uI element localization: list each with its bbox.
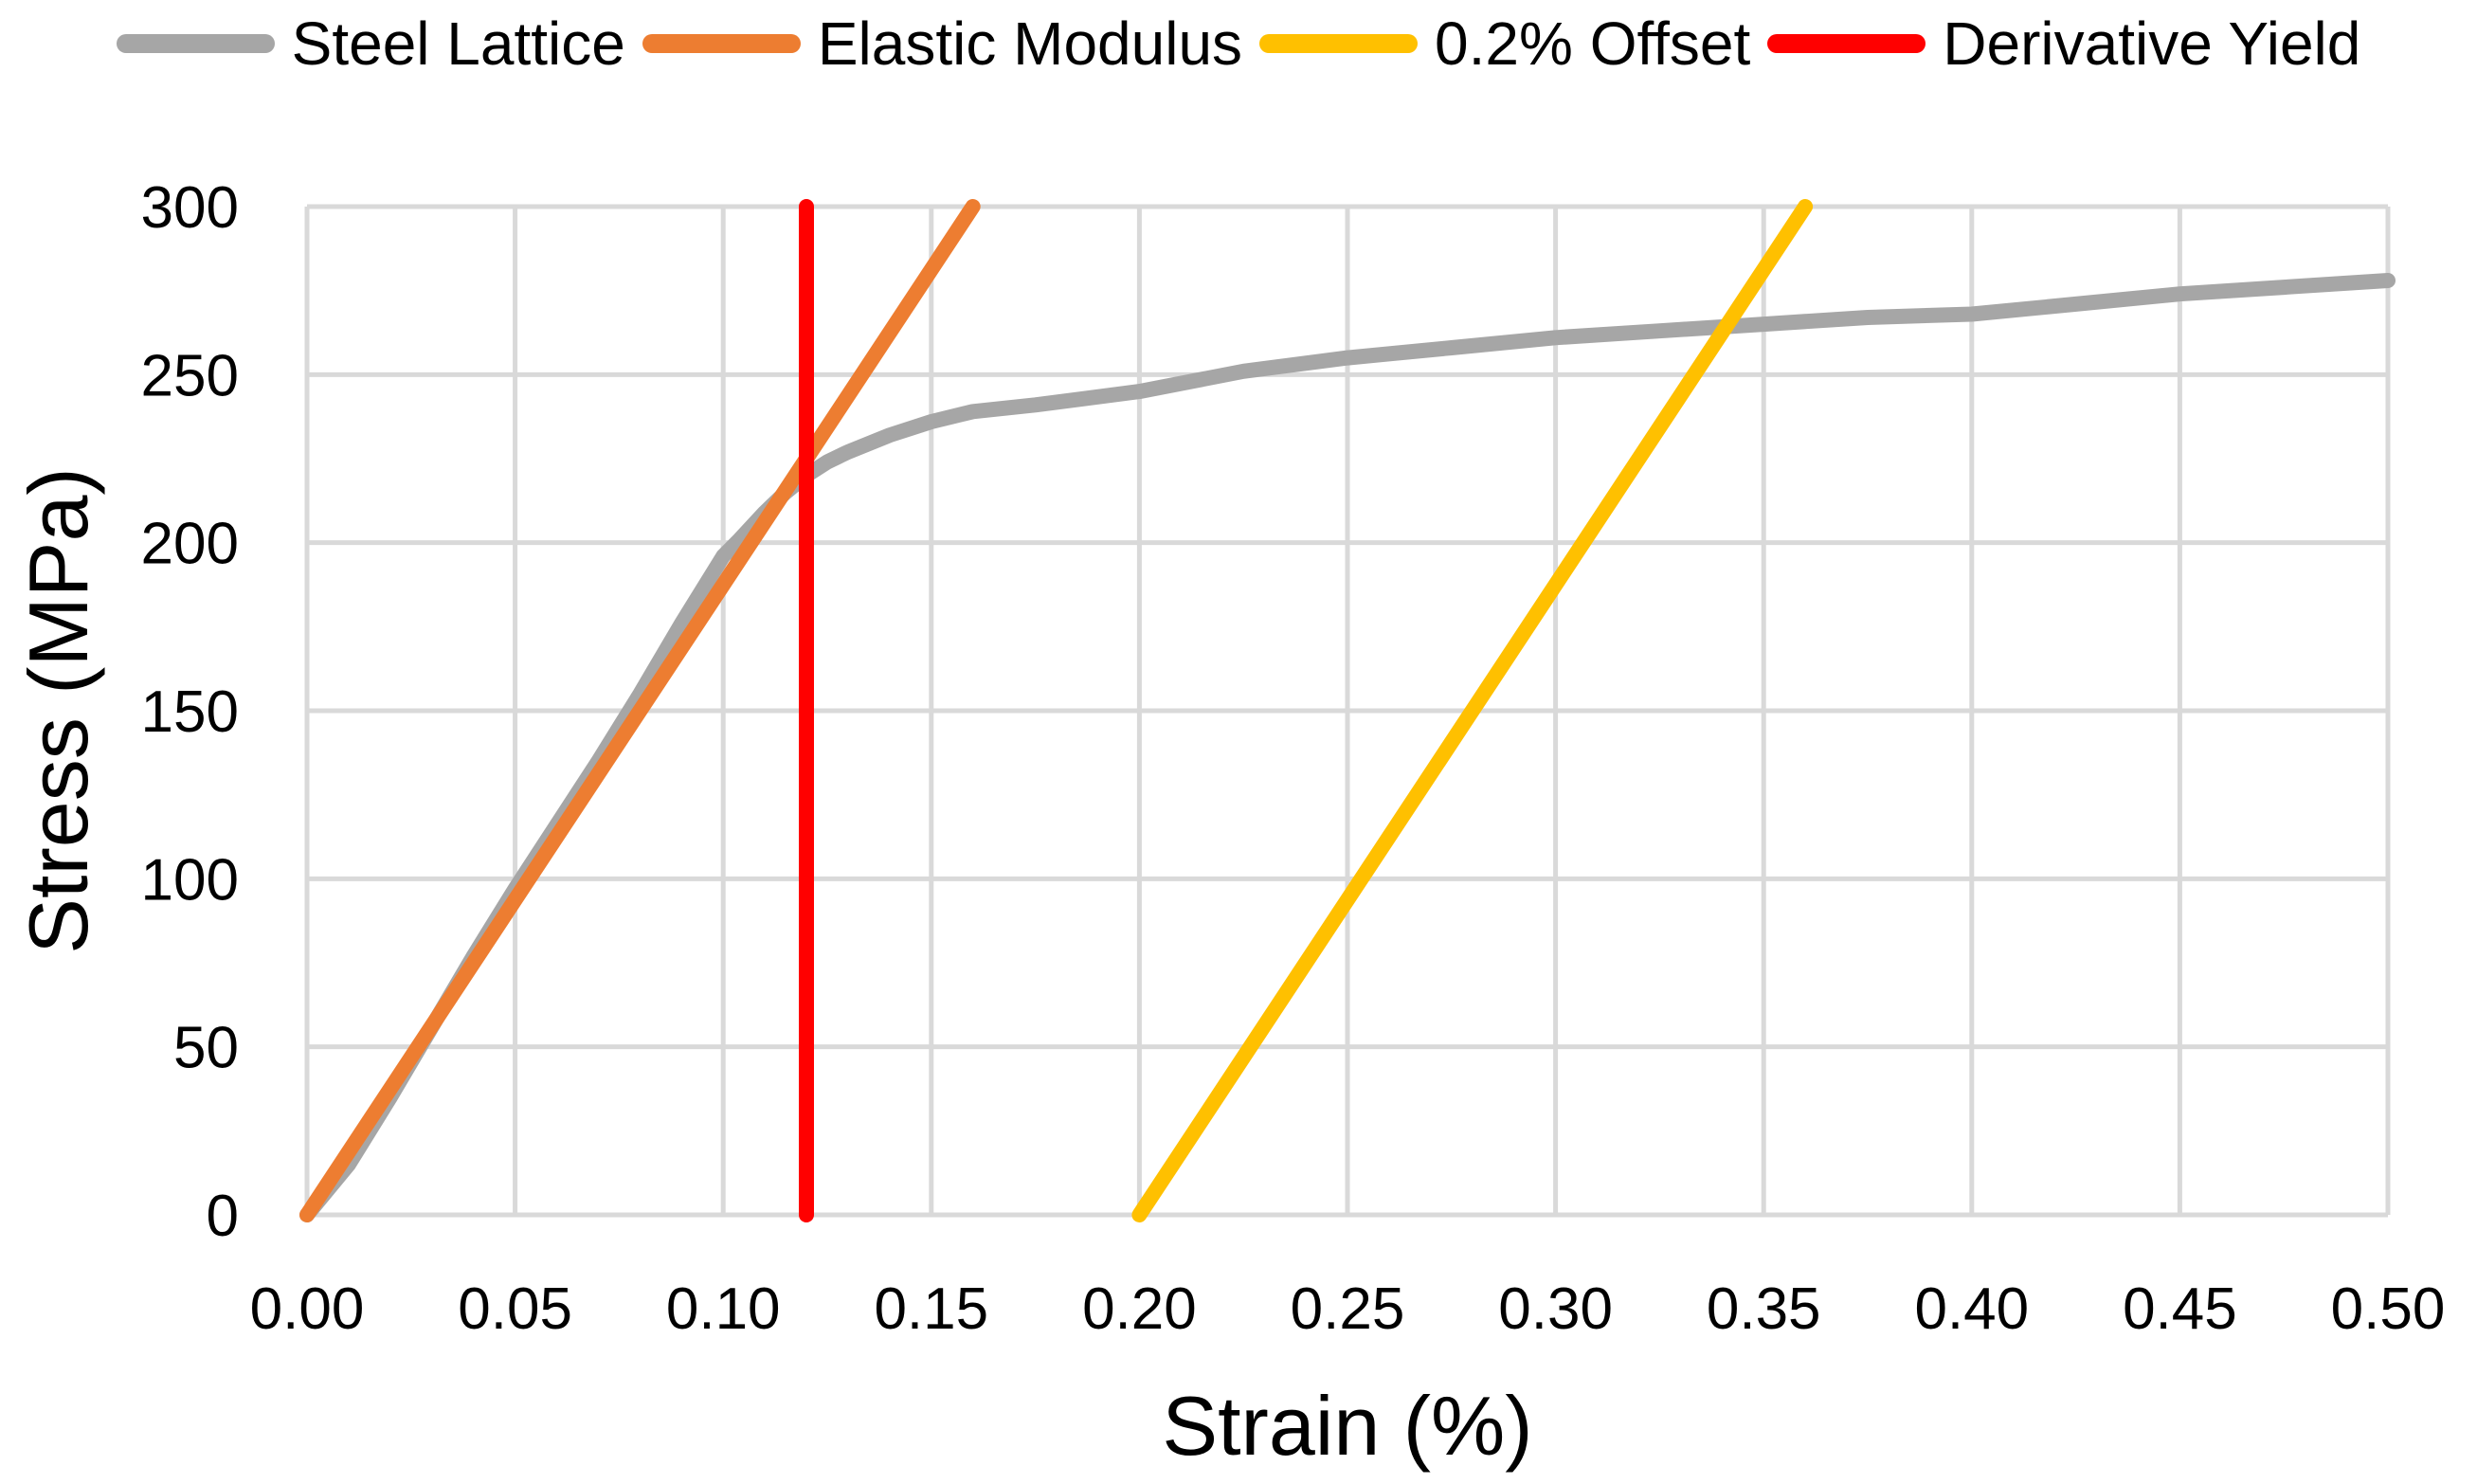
legend-item-label: 0.2% Offset — [1435, 9, 1751, 78]
legend-item-derivative-yield: Derivative Yield — [1767, 13, 2360, 74]
legend-item-steel-lattice: Steel Lattice — [116, 9, 625, 78]
x-tick-label: 0.40 — [1914, 1276, 2029, 1342]
x-tick-label: 0.10 — [666, 1276, 781, 1342]
y-tick-label: 0 — [207, 1184, 239, 1249]
y-axis-title: Stress (MPa) — [11, 467, 105, 954]
x-tick-label: 0.35 — [1707, 1276, 1821, 1342]
legend-item-label: Elastic Modulus — [817, 9, 1243, 78]
y-tick-label: 150 — [141, 679, 239, 745]
x-axis-title: Strain (%) — [1162, 1379, 1533, 1473]
y-tick-label: 250 — [141, 343, 239, 408]
legend: Steel Lattice Elastic Modulus 0.2% Offset D… — [0, 13, 2477, 74]
y-tick-label: 50 — [173, 1016, 239, 1081]
legend-swatch-icon — [1259, 34, 1419, 53]
x-tick-label: 0.30 — [1498, 1276, 1613, 1342]
legend-item-label: Steel Lattice — [291, 9, 625, 78]
x-tick-label: 0.45 — [2123, 1276, 2237, 1342]
y-tick-label: 300 — [141, 175, 239, 241]
x-tick-label: 0.05 — [458, 1276, 572, 1342]
legend-swatch-icon — [1767, 34, 1926, 53]
series-0-2-offset — [1131, 199, 1814, 1222]
y-tick-label: 200 — [141, 512, 239, 577]
x-tick-label: 0.50 — [2331, 1276, 2446, 1342]
x-tick-label: 0.15 — [874, 1276, 988, 1342]
series-elastic-modulus — [299, 199, 981, 1222]
x-tick-label: 0.20 — [1082, 1276, 1197, 1342]
legend-item-elastic-modulus: Elastic Modulus — [642, 13, 1242, 74]
x-tick-label: 0.25 — [1291, 1276, 1405, 1342]
y-tick-label: 100 — [141, 847, 239, 913]
legend-item-label: Derivative Yield — [1943, 9, 2361, 78]
legend-swatch-icon — [642, 34, 801, 53]
legend-swatch-icon — [116, 34, 275, 53]
x-tick-label: 0.00 — [250, 1276, 365, 1342]
legend-item-0-2-offset: 0.2% Offset — [1259, 13, 1750, 74]
